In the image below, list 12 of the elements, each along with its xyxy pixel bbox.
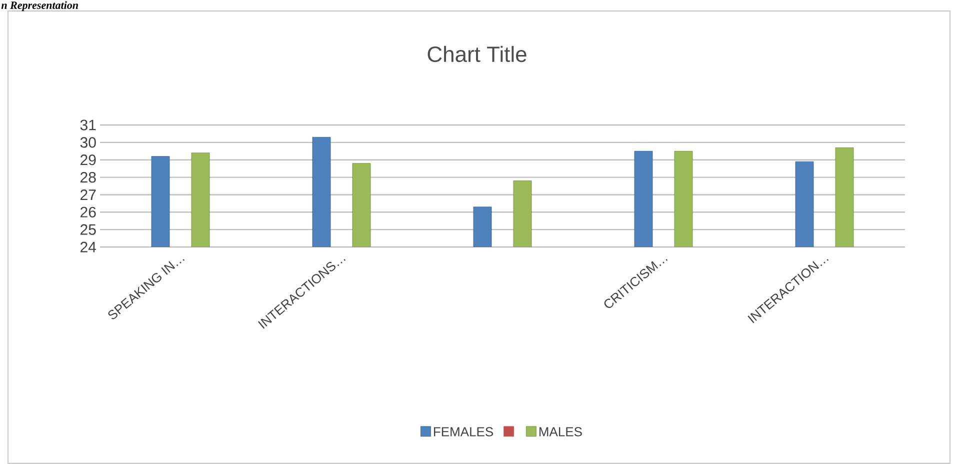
- y-tick-label: 31: [80, 120, 96, 130]
- y-tick-label: 24: [80, 242, 96, 252]
- y-tick-label: 27: [80, 189, 96, 200]
- y-tick-label: 26: [80, 206, 96, 218]
- chart-title: Chart Title: [428, 46, 526, 62]
- y-tick-label: 29: [80, 154, 96, 166]
- text: n Representation: [1, 1, 78, 12]
- legend-label: MALES: [539, 427, 582, 436]
- y-tick-label: 30: [80, 137, 96, 148]
- legend-label: FEMALES: [434, 427, 494, 436]
- y-tick-label: 25: [80, 224, 96, 235]
- y-tick-label: 28: [80, 172, 96, 183]
